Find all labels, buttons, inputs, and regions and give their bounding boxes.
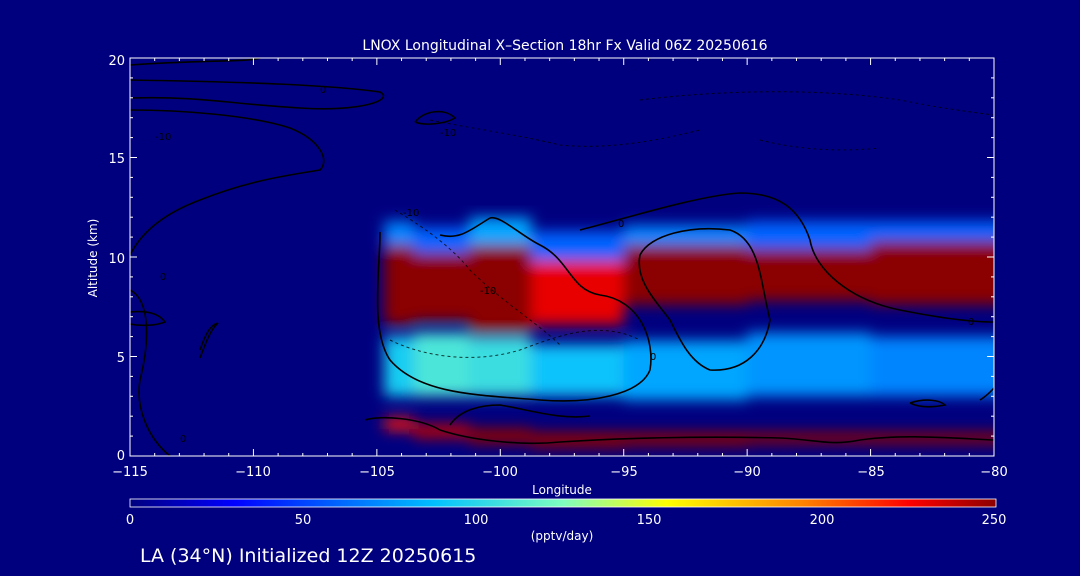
contour-line (414, 110, 457, 125)
heatmap-cell (413, 253, 470, 321)
y-tick-label: 10 (108, 252, 125, 267)
contour-line (364, 416, 994, 445)
heatmap-cell (623, 225, 748, 246)
contour-label: 0 (180, 434, 186, 445)
heatmap-cell (870, 432, 994, 445)
footer-caption: LA (34°N) Initialized 12Z 20250615 (140, 545, 476, 567)
colorbar-tick-labels: 0 50 100 150 200 250 (126, 513, 1007, 528)
x-tick-label: −105 (359, 465, 395, 480)
colorbar-tick-label: 250 (982, 513, 1007, 528)
heatmap-cell (623, 340, 748, 401)
y-tick-label: 15 (108, 152, 125, 167)
contour-line (979, 387, 994, 401)
x-axis-title: Longitude (532, 483, 592, 497)
heatmap-cell (623, 432, 748, 447)
contour-label: 0 (618, 219, 624, 230)
contour-line (909, 399, 947, 408)
contour-line (199, 322, 219, 359)
x-axis-labels: −115 −110 −105 −100 −95 −90 −85 −80 (112, 465, 1008, 480)
heatmap-cell (469, 336, 532, 397)
y-tick-label: 20 (108, 54, 125, 69)
heatmap-cell (384, 221, 414, 246)
contour-lines (130, 58, 994, 456)
contour-line (579, 192, 994, 323)
heatmap-cell (870, 221, 994, 242)
heatmap-cell (413, 332, 470, 397)
x-tick-label: −95 (610, 465, 637, 480)
heatmap-cell (531, 432, 624, 449)
heatmap-cell (469, 217, 532, 246)
heatmap-cell (531, 231, 624, 261)
heatmap-cell (413, 227, 470, 254)
heatmap-cell (747, 249, 871, 301)
contour-line (130, 109, 325, 256)
colorbar-tick-label: 200 (810, 513, 835, 528)
contour-label: 0 (650, 352, 656, 363)
y-axis-title: Altitude (km) (86, 219, 100, 298)
heatmap-cell (384, 418, 414, 431)
contour-label: -10 (155, 132, 171, 143)
colorbar-tick-label: 50 (295, 513, 312, 528)
chart-title: LNOX Longitudinal X–Section 18hr Fx Vali… (362, 38, 767, 54)
heatmap-cell (623, 245, 748, 305)
colorbar-tick-label: 150 (637, 513, 662, 528)
x-tick-label: −100 (482, 465, 518, 480)
dashed-contours (389, 91, 994, 358)
contour-label: -10 (440, 128, 456, 139)
contour-line (130, 79, 385, 110)
heatmap-cell (469, 245, 532, 333)
heatmap-cell (870, 336, 994, 397)
heatmap-cell (531, 260, 624, 325)
colorbar-tick-label: 0 (126, 513, 134, 528)
y-tick-label: 5 (117, 351, 125, 366)
contour-label: 0 (320, 85, 326, 96)
contour-line (639, 91, 994, 116)
heatmap-cell (870, 241, 994, 305)
contour-label: -10 (403, 208, 419, 219)
heatmap-cell (747, 432, 871, 445)
contour-labels: 0 -10 -10 0 -10 -10 0 0 0 0 (155, 85, 974, 445)
contour-line (759, 139, 881, 151)
heatmap-cell (384, 245, 414, 325)
contour-line (130, 58, 261, 66)
contour-label: 0 (968, 317, 974, 328)
contour-line (130, 310, 167, 327)
contour-line (429, 119, 701, 147)
axis-ticks (129, 57, 995, 457)
colorbar-tick-label: 100 (464, 513, 489, 528)
colorbar-unit-label: (pptv/day) (531, 529, 594, 543)
contour-line (638, 227, 771, 371)
x-tick-label: −115 (112, 465, 148, 480)
contour-label: -10 (480, 286, 496, 297)
contour-line (449, 404, 591, 426)
x-tick-label: −110 (235, 465, 271, 480)
contour-line (389, 329, 641, 358)
x-tick-label: −85 (857, 465, 884, 480)
y-axis-labels: 0 5 10 15 20 (108, 54, 125, 464)
x-tick-label: −90 (733, 465, 760, 480)
heatmap-cell (384, 336, 414, 397)
heatmap-cell (531, 344, 624, 397)
x-tick-label: −80 (980, 465, 1007, 480)
contour-line (394, 209, 561, 346)
colorbar (129, 498, 997, 508)
contour-label: 0 (160, 272, 166, 283)
y-tick-label: 0 (117, 449, 125, 464)
contour-line (130, 289, 171, 456)
heatmap-cell (747, 332, 871, 397)
contour-line (376, 217, 652, 402)
